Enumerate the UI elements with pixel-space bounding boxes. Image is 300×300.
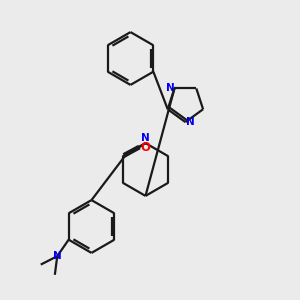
Text: N: N — [141, 133, 150, 143]
Text: N: N — [185, 117, 194, 127]
Text: N: N — [53, 251, 62, 261]
Text: N: N — [166, 83, 174, 93]
Text: O: O — [140, 141, 151, 154]
